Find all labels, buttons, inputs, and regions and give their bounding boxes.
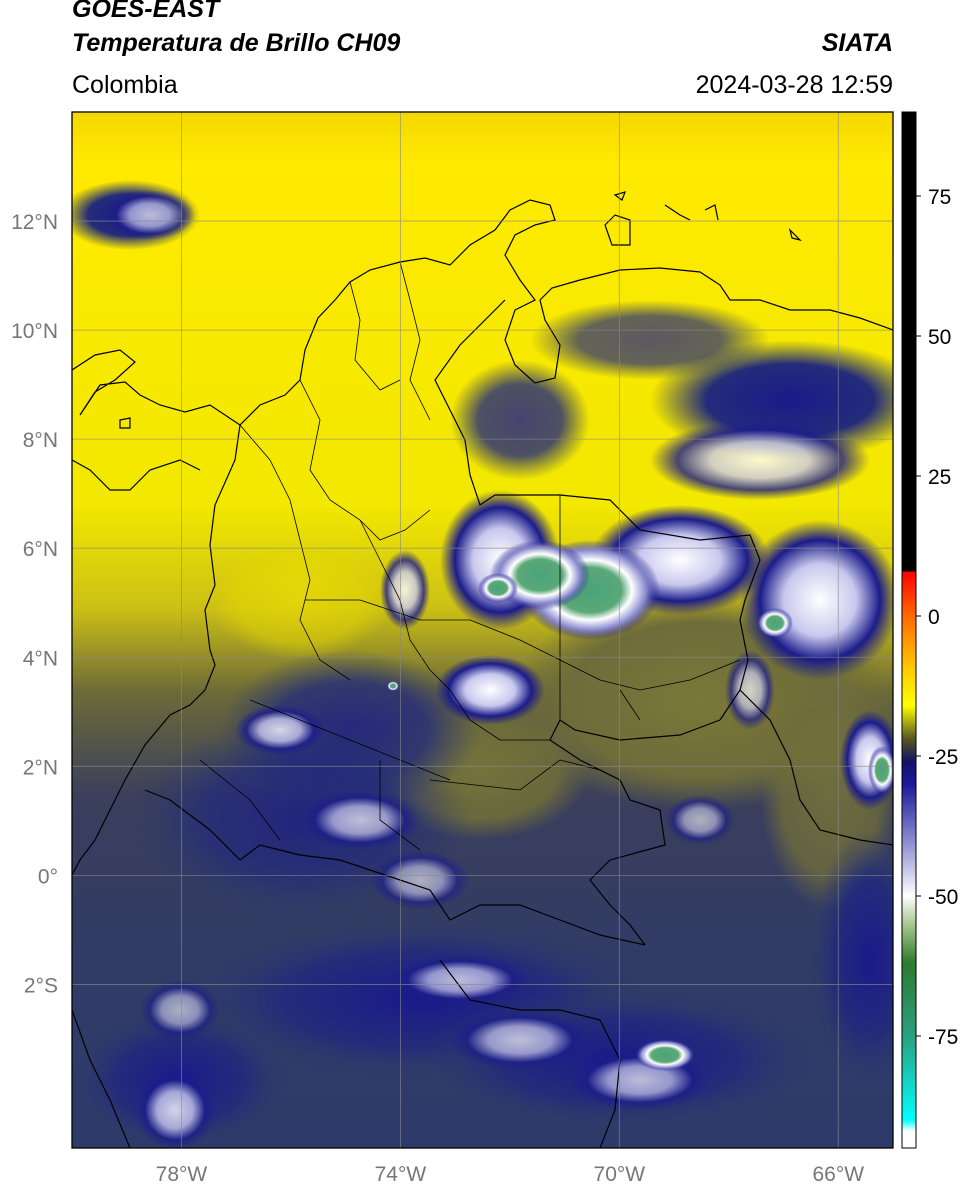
map-frame bbox=[71, 111, 894, 1149]
lon-tick-label: 74°W bbox=[375, 1163, 427, 1186]
lat-tick-label: 8°N bbox=[23, 429, 58, 452]
region-label: Colombia bbox=[72, 71, 178, 99]
colorbar-ticks: 75 50 25 0 -25 -50 -75 bbox=[916, 186, 958, 1049]
lat-tick-label: 6°N bbox=[23, 538, 58, 561]
colorbar-frame bbox=[901, 111, 917, 1149]
islands bbox=[119, 191, 802, 429]
colorbar-gradient bbox=[902, 112, 916, 1148]
colombia-brazil-border bbox=[549, 719, 721, 946]
lat-tick-label: 12°N bbox=[11, 211, 58, 234]
panama-lines bbox=[72, 459, 201, 491]
peru-brazil-border bbox=[439, 959, 621, 1148]
colorbar-tick-label: 25 bbox=[928, 466, 951, 489]
colombia-peru-border bbox=[239, 844, 646, 946]
boundary-lines bbox=[72, 191, 893, 1148]
peru-ecuador-coast bbox=[72, 1009, 131, 1148]
lat-tick-label: 2°N bbox=[23, 756, 58, 779]
longitude-labels: 78°W 74°W 70°W 66°W bbox=[156, 1163, 865, 1186]
datetime-label: 2024-03-28 12:59 bbox=[695, 71, 893, 99]
lon-tick-label: 78°W bbox=[156, 1163, 208, 1186]
colorbar-tick-label: 0 bbox=[928, 606, 940, 629]
lat-tick-label: 4°N bbox=[23, 647, 58, 670]
colorbar-tick-label: 50 bbox=[928, 326, 951, 349]
pacific-coastline bbox=[72, 424, 241, 876]
venezuela-brazil-border bbox=[739, 689, 893, 846]
lat-tick-label: 2°S bbox=[24, 974, 58, 997]
lat-tick-label: 0° bbox=[38, 865, 58, 888]
agency-label: SIATA bbox=[821, 29, 893, 57]
internal-department-lines bbox=[199, 261, 741, 851]
graticule bbox=[72, 112, 893, 1148]
lon-tick-label: 70°W bbox=[594, 1163, 646, 1186]
colombia-venezuela-border bbox=[434, 299, 761, 721]
colorbar-tick-label: -50 bbox=[928, 886, 958, 909]
latitude-labels: 12°N 10°N 8°N 6°N 4°N 2°N 0° 2°S bbox=[11, 211, 58, 997]
product-title: Temperatura de Brillo CH09 bbox=[72, 29, 401, 57]
satellite-title: GOES-EAST bbox=[72, 0, 220, 23]
colorbar-tick-label: -75 bbox=[928, 1026, 958, 1049]
colorbar-tick-label: 75 bbox=[928, 186, 951, 209]
colorbar-tick-label: -25 bbox=[928, 746, 958, 769]
lon-tick-label: 66°W bbox=[812, 1163, 864, 1186]
colorbar: 75 50 25 0 -25 -50 -75 bbox=[901, 111, 958, 1149]
caribbean-coastline bbox=[72, 199, 893, 426]
colombia-ecuador-border bbox=[144, 789, 241, 861]
brightness-temperature-field bbox=[72, 112, 893, 1148]
lat-tick-label: 10°N bbox=[11, 320, 58, 343]
